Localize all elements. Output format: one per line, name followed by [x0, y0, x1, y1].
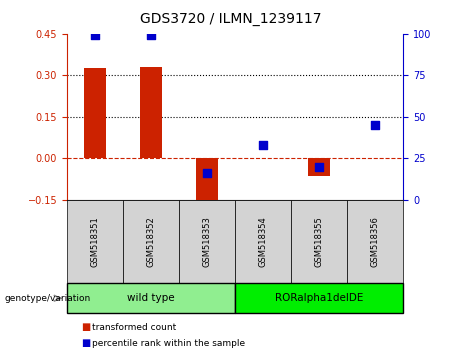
Text: GSM518351: GSM518351	[90, 216, 100, 267]
Text: ■: ■	[81, 322, 90, 332]
Text: percentile rank within the sample: percentile rank within the sample	[92, 339, 245, 348]
Point	[147, 33, 154, 38]
Bar	[364, 158, 386, 159]
Bar	[83, 68, 106, 159]
Bar	[140, 67, 162, 159]
Text: genotype/variation: genotype/variation	[5, 294, 91, 303]
Text: GDS3720 / ILMN_1239117: GDS3720 / ILMN_1239117	[140, 12, 321, 27]
Point	[260, 142, 267, 148]
Bar	[196, 159, 218, 207]
Point	[372, 122, 379, 128]
Point	[203, 171, 211, 176]
Bar	[252, 158, 274, 159]
Text: ■: ■	[81, 338, 90, 348]
Text: GSM518353: GSM518353	[202, 216, 212, 267]
Text: GSM518352: GSM518352	[147, 216, 155, 267]
Point	[315, 164, 323, 170]
Text: GSM518355: GSM518355	[315, 216, 324, 267]
Text: transformed count: transformed count	[92, 323, 177, 332]
Text: GSM518356: GSM518356	[371, 216, 380, 267]
Point	[91, 33, 99, 38]
Bar	[308, 159, 331, 176]
Text: RORalpha1delDE: RORalpha1delDE	[275, 293, 363, 303]
Text: GSM518354: GSM518354	[259, 216, 268, 267]
Text: wild type: wild type	[127, 293, 175, 303]
